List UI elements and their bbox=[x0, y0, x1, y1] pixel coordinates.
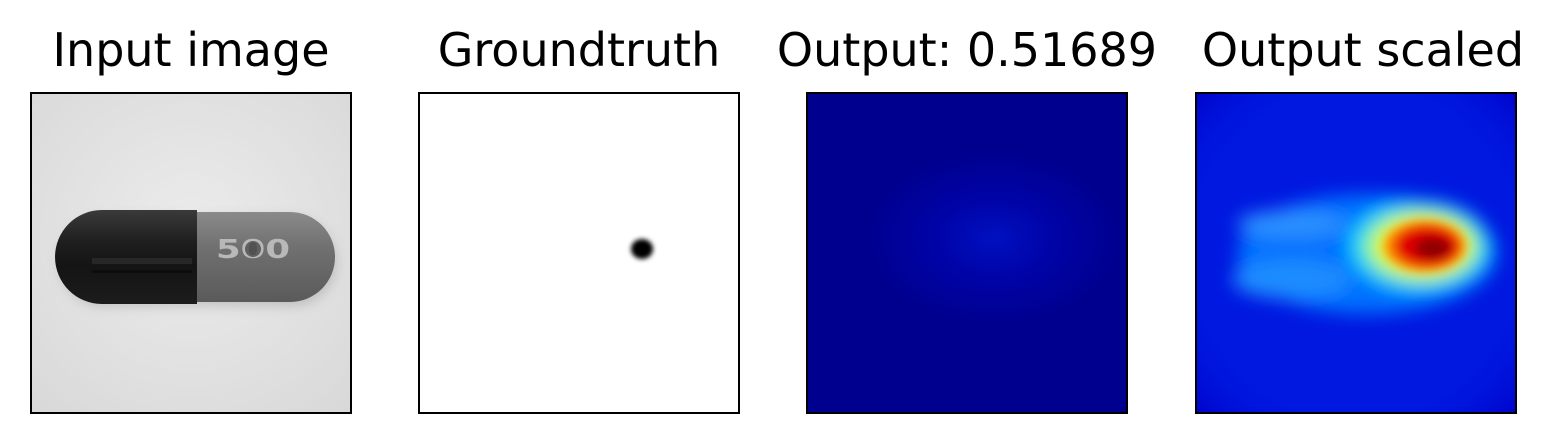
capsule-light-half bbox=[197, 212, 335, 302]
capsule-photo: 500 bbox=[32, 94, 350, 412]
panel-title-output: Output: 0.51689 bbox=[776, 23, 1158, 77]
output-scaled-heatmap bbox=[1197, 94, 1515, 412]
output-frame bbox=[806, 92, 1128, 414]
groundtruth-mask bbox=[420, 94, 738, 412]
groundtruth-frame bbox=[418, 92, 740, 414]
output-heatmap bbox=[808, 94, 1126, 412]
output-scaled-frame bbox=[1195, 92, 1517, 414]
capsule-dark-half bbox=[55, 210, 197, 304]
panel-title-groundtruth: Groundtruth bbox=[437, 23, 721, 77]
panel-title-output-scaled: Output scaled bbox=[1201, 23, 1525, 77]
panel-title-input-image: Input image bbox=[52, 23, 330, 77]
defect-mask-blob bbox=[631, 239, 653, 259]
capsule-defect bbox=[245, 241, 261, 257]
input-image-frame: 500 bbox=[30, 92, 352, 414]
